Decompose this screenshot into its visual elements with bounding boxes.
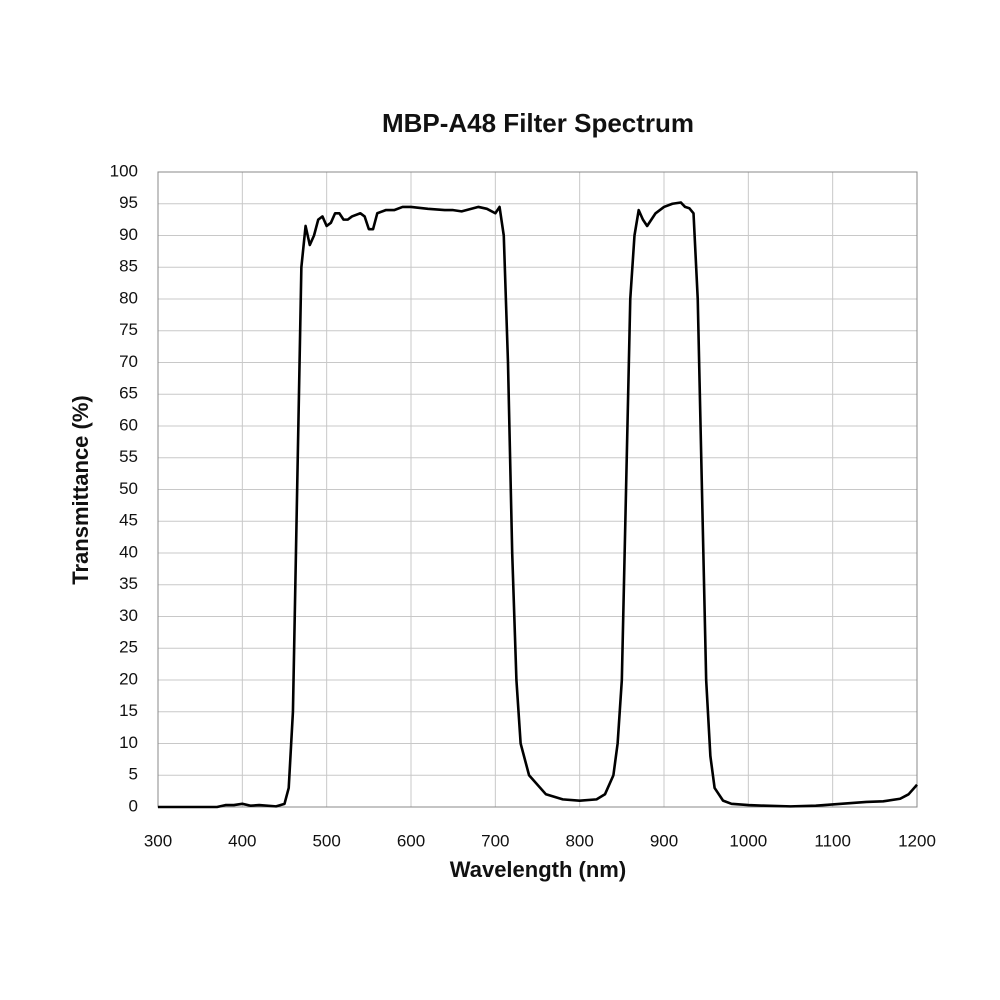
y-tick-label: 80 — [119, 288, 138, 307]
y-tick-label: 100 — [110, 161, 138, 180]
y-tick-label: 0 — [129, 796, 138, 815]
y-tick-label: 85 — [119, 257, 138, 276]
y-tick-label: 70 — [119, 352, 138, 371]
x-tick-label: 1100 — [814, 831, 851, 850]
x-axis-label: Wavelength (nm) — [450, 857, 626, 882]
y-tick-label: 65 — [119, 384, 138, 403]
x-tick-label: 700 — [481, 831, 509, 850]
x-tick-label: 600 — [397, 831, 425, 850]
x-tick-label: 1000 — [729, 831, 767, 850]
x-tick-label: 800 — [565, 831, 593, 850]
x-tick-label: 900 — [650, 831, 678, 850]
x-tick-label: 1200 — [898, 831, 936, 850]
y-tick-label: 55 — [119, 447, 138, 466]
y-tick-label: 95 — [119, 193, 138, 212]
y-tick-label: 90 — [119, 225, 138, 244]
y-tick-label: 15 — [119, 701, 138, 720]
plot-frame — [157, 171, 918, 808]
y-axis-label: Transmittance (%) — [68, 395, 93, 585]
x-tick-label: 500 — [312, 831, 340, 850]
x-tick-label: 300 — [144, 831, 172, 850]
y-tick-label: 50 — [119, 479, 138, 498]
y-tick-label: 25 — [119, 638, 138, 657]
y-tick-label: 60 — [119, 415, 138, 434]
y-tick-label: 30 — [119, 606, 138, 625]
y-tick-label: 45 — [119, 511, 138, 530]
y-tick-label: 10 — [119, 733, 138, 752]
y-tick-label: 75 — [119, 320, 138, 339]
y-tick-label: 20 — [119, 669, 138, 688]
chart-title: MBP-A48 Filter Spectrum — [382, 108, 694, 138]
y-tick-label: 35 — [119, 574, 138, 593]
spectrum-line — [158, 201, 918, 809]
y-tick-label: 5 — [129, 765, 138, 784]
x-tick-label: 400 — [228, 831, 256, 850]
y-tick-label: 40 — [119, 542, 138, 561]
